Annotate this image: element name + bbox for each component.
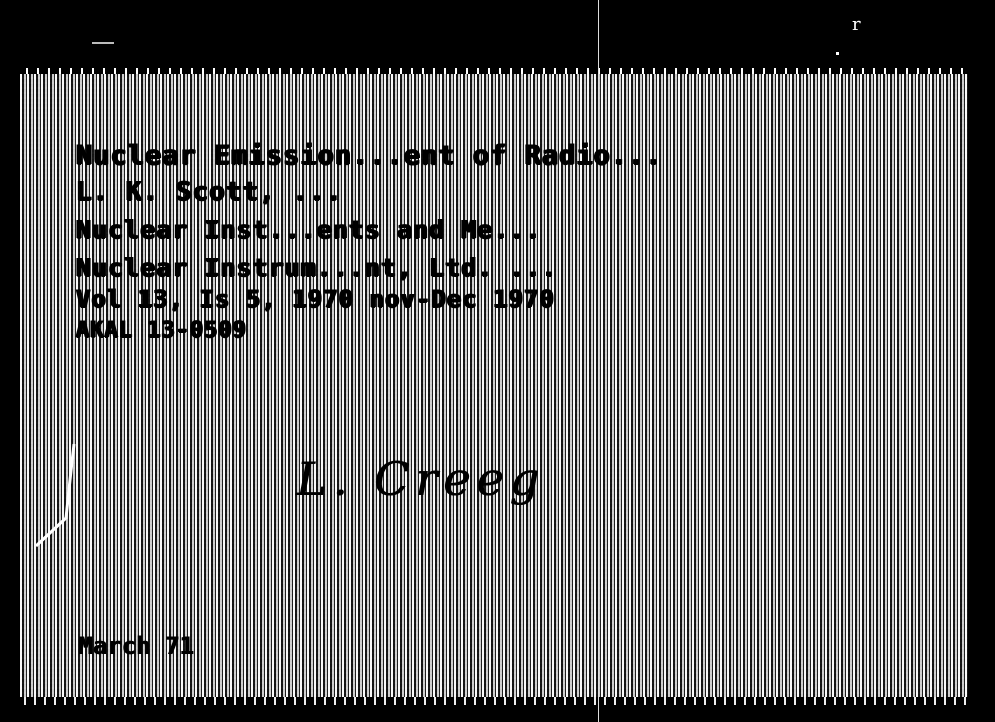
- card-bottom-edge: [20, 697, 968, 705]
- scan-dot-mark: [836, 52, 839, 55]
- handwritten-signature: L. Creeg: [296, 452, 545, 506]
- left-black-border: [0, 0, 20, 722]
- scanned-card: [20, 68, 968, 705]
- top-black-border: [0, 0, 995, 68]
- scan-seam-line: [598, 0, 599, 722]
- corner-mark: r: [852, 14, 861, 35]
- card-top-edge: [20, 68, 968, 74]
- right-black-border: [968, 0, 995, 722]
- bottom-black-border: [0, 705, 995, 722]
- handwritten-bracket-mark: [34, 443, 76, 548]
- citation-publisher-line: Nuclear Instrum...nt, Ltd. ...: [76, 253, 558, 282]
- citation-journal-line: Nuclear Inst...ents and Me...: [76, 215, 542, 244]
- citation-title-line: Nuclear Emission...ent of Radio...: [76, 140, 663, 171]
- citation-volume-line: Vol 13, Is 5, 1970 nov-Dec 1970: [76, 285, 555, 313]
- date-stamp: March 71: [78, 632, 194, 660]
- scan-dash-mark: [92, 42, 114, 44]
- citation-author-line: L. K. Scott, ...: [76, 177, 343, 207]
- citation-accession-line: AKAL 13-0509: [76, 318, 247, 343]
